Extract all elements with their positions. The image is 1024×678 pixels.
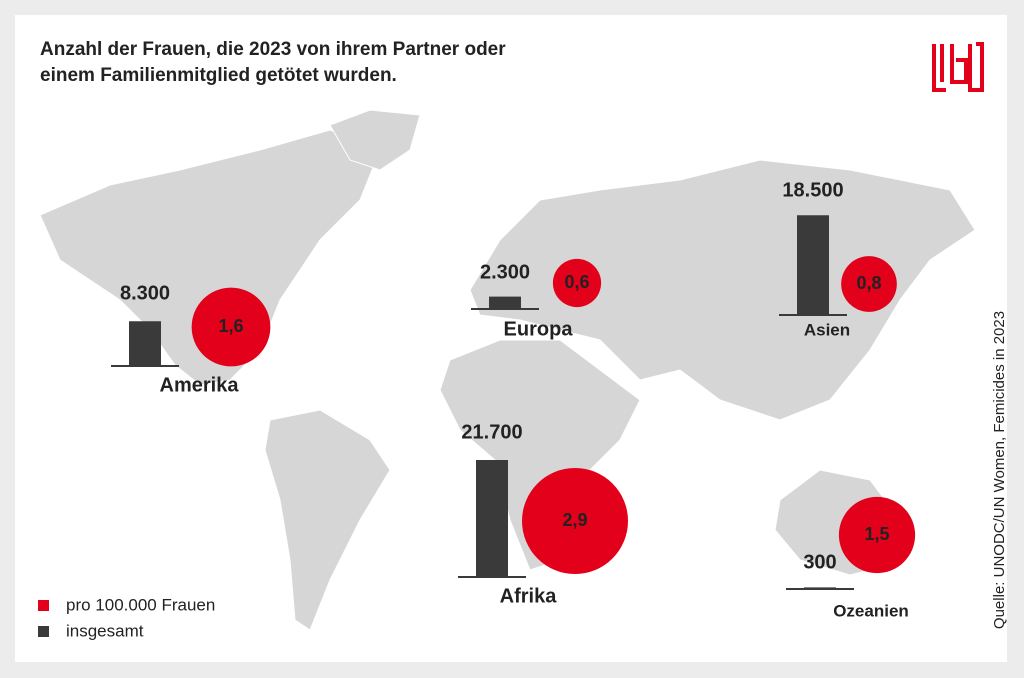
legend-swatch	[38, 600, 49, 611]
chart-title: einem Familienmitglied getötet wurden.	[40, 65, 397, 86]
rate-label: 1,5	[864, 524, 889, 544]
rate-label: 2,9	[562, 510, 587, 530]
total-bar	[489, 296, 521, 309]
legend-swatch	[38, 626, 49, 637]
world-map	[39, 109, 976, 631]
south-america	[264, 409, 391, 631]
total-label: 2.300	[480, 261, 530, 283]
region-name: Europa	[504, 318, 574, 340]
legend-label: pro 100.000 Frauen	[66, 595, 215, 614]
rate-bubble	[552, 258, 602, 308]
eurasia	[469, 159, 976, 421]
region-name: Asien	[804, 320, 850, 339]
chart-title: Anzahl der Frauen, die 2023 von ihrem Pa…	[40, 39, 506, 60]
total-bar	[129, 321, 161, 366]
rate-label: 0,8	[856, 273, 881, 293]
rate-label: 0,6	[564, 272, 589, 292]
total-label: 21.700	[461, 421, 522, 443]
rate-bubble	[838, 496, 916, 574]
total-bar	[797, 215, 829, 315]
region-name: Afrika	[500, 585, 558, 607]
greenland	[329, 109, 421, 171]
total-label: 300	[803, 551, 836, 573]
rate-bubble	[841, 256, 897, 312]
total-label: 8.300	[120, 282, 170, 304]
rate-bubble	[522, 468, 628, 574]
rate-bubble	[191, 287, 271, 367]
region-name: Amerika	[160, 374, 240, 396]
legend-label: insgesamt	[66, 621, 144, 640]
rate-label: 1,6	[218, 316, 243, 336]
total-bar	[476, 460, 508, 577]
logo	[932, 42, 984, 92]
total-label: 18.500	[782, 179, 843, 201]
north-america	[39, 129, 381, 386]
region-name: Ozeanien	[833, 601, 909, 620]
source: Quelle: UNODC/UN Women, Femicides in 202…	[991, 311, 1008, 629]
